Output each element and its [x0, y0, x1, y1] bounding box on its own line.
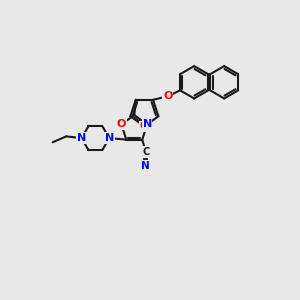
Text: C: C	[142, 147, 149, 157]
Text: N: N	[105, 133, 114, 143]
Text: N: N	[77, 133, 86, 143]
Text: N: N	[142, 119, 152, 130]
Text: O: O	[140, 122, 149, 131]
Text: N: N	[141, 161, 150, 171]
Text: O: O	[163, 91, 172, 101]
Text: O: O	[117, 119, 126, 130]
